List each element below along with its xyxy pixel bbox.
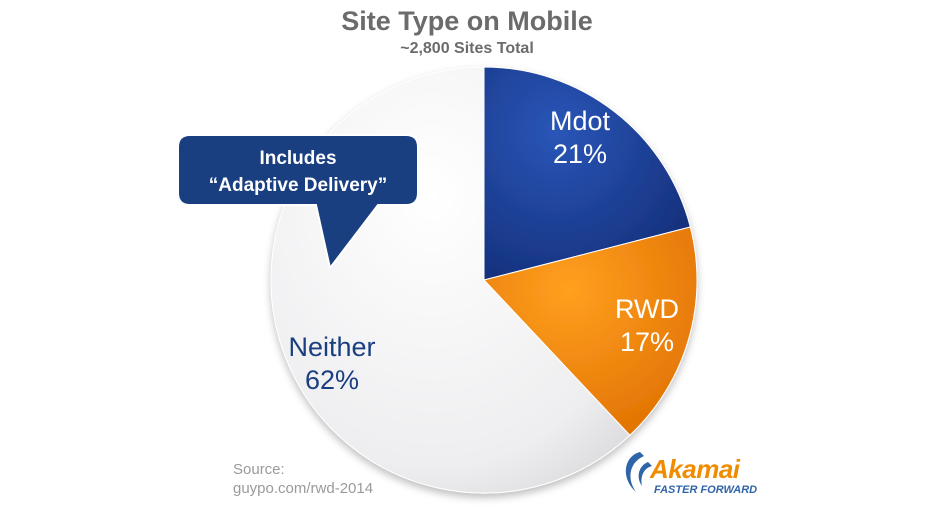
logo-tagline: FASTER FORWARD [654,484,758,496]
slice-value-rwd: 17% [620,327,674,357]
logo-wordmark: Akamai [650,454,740,484]
annotation-bubble [177,134,419,271]
slice-value-neither: 62% [305,365,359,395]
annotation-line1: Includes [259,148,336,169]
slice-name-rwd: RWD [615,294,679,324]
chart-subtitle: ~2,800 Sites Total [400,40,534,57]
annotation-line2: “Adaptive Delivery” [209,175,387,196]
pie-slice-rwd [483,226,698,436]
akamai-wave-icon [625,452,652,492]
source-link: guypo.com/rwd-2014 [233,480,374,497]
slice-value-mdot: 21% [553,139,607,169]
annotation-callout: Includes “Adaptive Delivery” [177,134,419,271]
chart-title: Site Type on Mobile [341,6,593,36]
akamai-logo: Akamai FASTER FORWARD [618,448,768,504]
source-note: Source: guypo.com/rwd-2014 [233,460,373,498]
source-label: Source: [233,461,285,478]
pie-slice-mdot [483,66,691,281]
slice-name-mdot: Mdot [550,106,611,136]
pie-slices [270,66,698,494]
slice-name-neither: Neither [288,332,375,362]
